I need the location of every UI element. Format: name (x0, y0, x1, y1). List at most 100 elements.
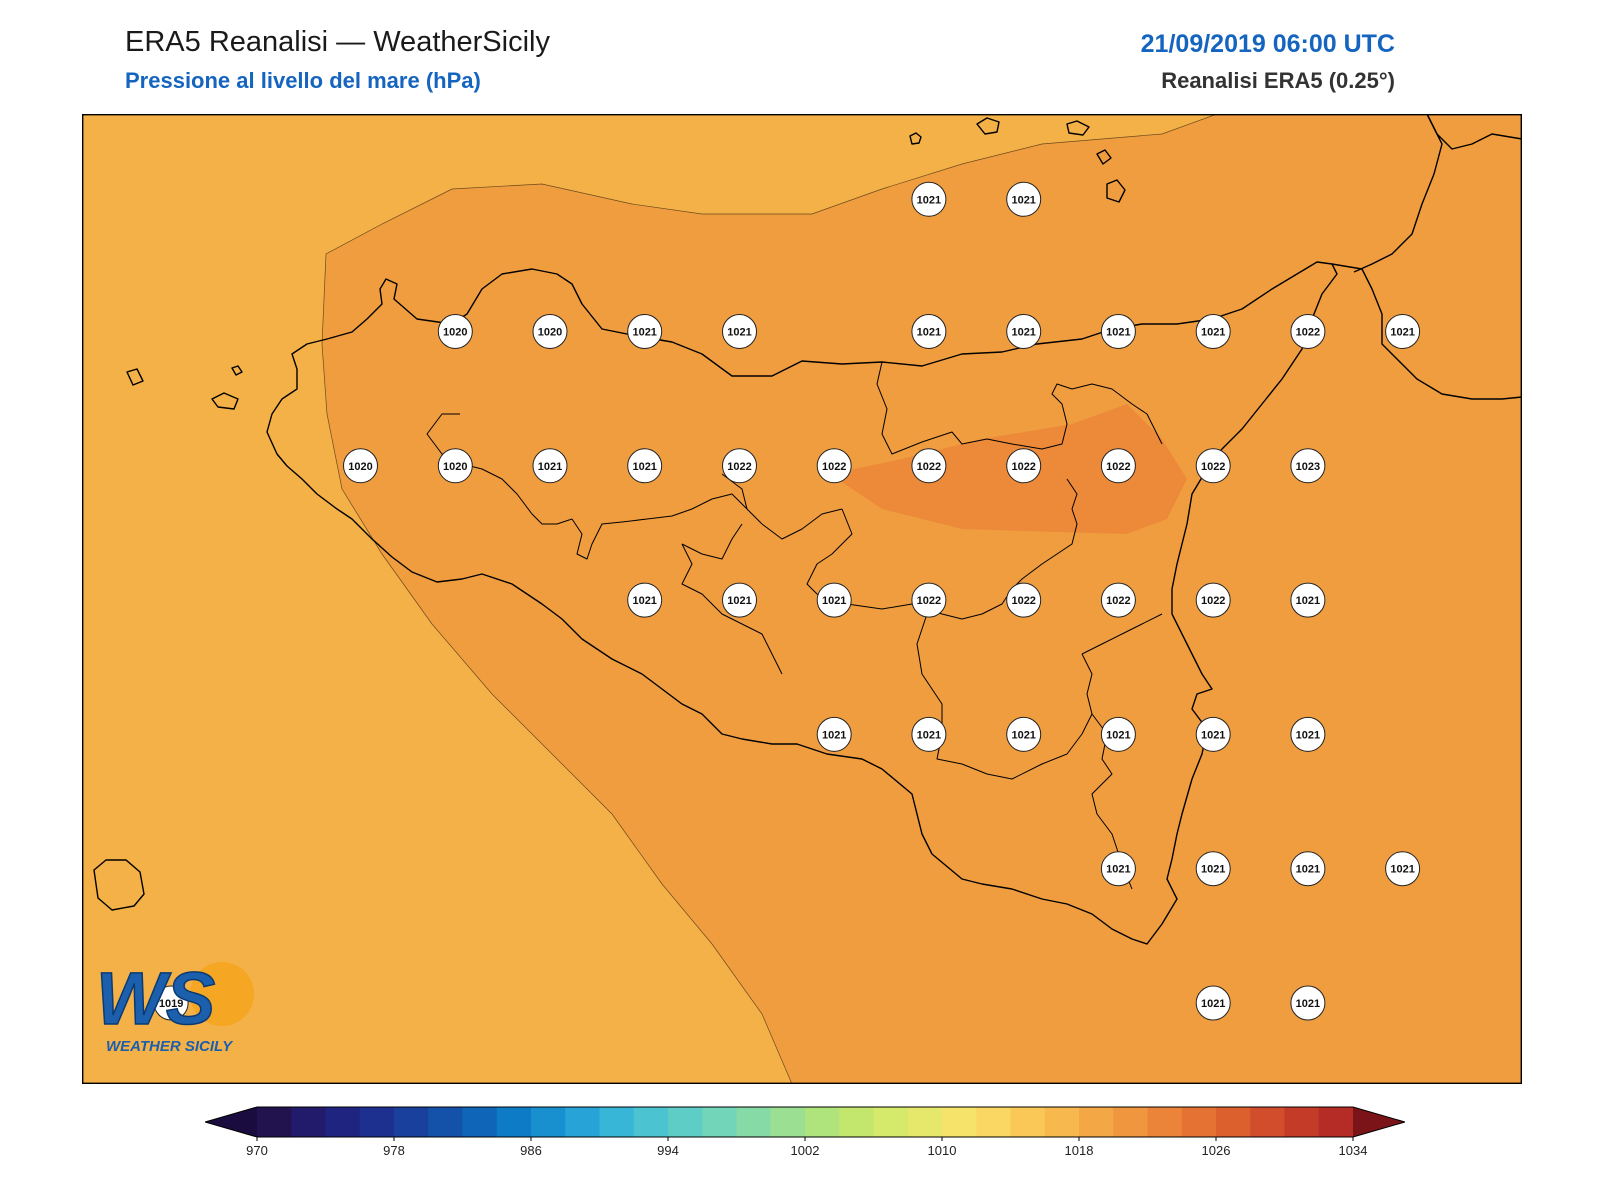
pressure-label-circle (1385, 314, 1421, 349)
colorbar-bin (325, 1107, 361, 1137)
pressure-label-circle (1100, 582, 1136, 618)
pressure-label-value: 1020 (443, 327, 467, 339)
colorbar-bin (428, 1107, 463, 1137)
pressure-label: 1021 (722, 582, 757, 618)
ustica (909, 132, 922, 145)
pressure-label-circle (1290, 985, 1326, 1021)
pressure-label-value: 1022 (1011, 595, 1035, 607)
pressure-label-circle (1290, 851, 1326, 887)
pressure-label: 1020 (437, 448, 473, 484)
pressure-label-circle (1100, 448, 1136, 484)
pressure-label-value: 1021 (822, 595, 846, 607)
colorbar-bin (839, 1107, 874, 1137)
pressure-label-circle (1006, 448, 1042, 484)
pressure-label-circle (1195, 985, 1231, 1021)
pressure-label: 1023 (1290, 448, 1326, 484)
colorbar-over-arrow (1353, 1107, 1405, 1137)
colorbar-bin (496, 1107, 532, 1137)
pressure-label-circle (816, 582, 852, 618)
colorbar-bin (1010, 1107, 1046, 1137)
pressure-label-value: 1022 (917, 595, 941, 607)
pressure-label-circle (722, 582, 757, 618)
boundary-trapani-palermo (426, 413, 573, 525)
pressure-label: 1020 (343, 448, 378, 484)
sicily-coast (266, 261, 1338, 945)
pressure-label-value: 1021 (1011, 729, 1035, 741)
pressure-label-value: 1021 (1201, 998, 1225, 1010)
colorbar-bin (668, 1107, 703, 1137)
pressure-label-circle (1006, 314, 1042, 349)
pressure-label-circle (1100, 314, 1136, 349)
colorbar-bin (1147, 1107, 1183, 1137)
pressure-label-circle (911, 716, 947, 752)
pressure-label-value: 1022 (1106, 595, 1130, 607)
colorbar-under-arrow (205, 1107, 257, 1137)
colorbar-tick-label: 986 (520, 1143, 542, 1158)
pressure-label-value: 1021 (917, 194, 941, 206)
boundary-ragusa-siracusa (916, 613, 1093, 780)
pressure-map: 1021 1021 1020 1020 1021 1021 1021 1021 1021 1021… (82, 114, 1522, 1084)
pressure-label-circle (1195, 448, 1231, 484)
logo: WS WEATHER SICILY (95, 956, 254, 1055)
pressure-label-value: 1022 (1011, 461, 1035, 473)
pressure-labels: 1021 1021 1020 1020 1021 1021 1021 1021 1021 1021… (153, 181, 1421, 1021)
pressure-label-value: 1021 (727, 595, 751, 607)
pressure-label-circle (1385, 851, 1421, 887)
pressure-label: 1022 (1195, 582, 1231, 618)
pressure-label-circle (722, 448, 757, 484)
pressure-label-circle (1006, 582, 1042, 618)
colorbar: 970 978 986 994 1002 1010 1018 1026 1034 (205, 1106, 1405, 1158)
colorbar-bin (805, 1107, 840, 1137)
colorbar-bin (942, 1107, 977, 1137)
colorbar-bin (1284, 1107, 1320, 1137)
pressure-label-value: 1022 (822, 461, 846, 473)
pressure-label-value: 1020 (443, 461, 467, 473)
colorbar-bin (1113, 1107, 1148, 1137)
pressure-label-value: 1021 (632, 327, 656, 339)
colorbar-bin (770, 1107, 806, 1137)
pressure-label-circle (1290, 716, 1326, 752)
pressure-label: 1021 (1195, 716, 1231, 752)
colorbar-bin (291, 1107, 326, 1137)
logo-caption: WEATHER SICILY (106, 1038, 234, 1055)
boundary-agrigento-caltanissetta (681, 523, 743, 560)
pressure-label: 1021 (1290, 716, 1326, 752)
pressure-label-circle (1100, 716, 1136, 752)
colorbar-bin (394, 1107, 429, 1137)
boundary-palermo-agrigento (571, 493, 843, 560)
pressure-label-circle (437, 448, 473, 484)
pressure-label: 1021 (627, 314, 663, 349)
colorbar-bin (1216, 1107, 1251, 1137)
pressure-label-value: 1022 (1296, 327, 1320, 339)
pressure-label: 1021 (911, 716, 947, 752)
colorbar-bins (205, 1106, 1405, 1138)
pressure-label-value: 1022 (1106, 461, 1130, 473)
pressure-label: 1022 (816, 448, 852, 484)
pressure-label-value: 1021 (1201, 864, 1225, 876)
pressure-label: 1021 (627, 582, 663, 618)
pressure-label-circle (911, 582, 947, 618)
pressure-label-value: 1021 (1011, 194, 1035, 206)
colorbar-bin (531, 1107, 566, 1137)
valid-datetime: 21/09/2019 06:00 UTC (1140, 30, 1395, 58)
colorbar-tick-label: 1002 (791, 1143, 820, 1158)
pressure-label: 1021 (1290, 851, 1326, 887)
pressure-label: 1022 (1006, 582, 1042, 618)
colorbar-bin (1250, 1107, 1285, 1137)
colorbar-tick-label: 1034 (1339, 1143, 1368, 1158)
pressure-label: 1020 (532, 314, 568, 349)
pressure-label: 1021 (911, 181, 947, 217)
colorbar-bin (1318, 1107, 1354, 1137)
pressure-label-circle (1290, 448, 1326, 484)
pressure-label-circle (532, 314, 568, 349)
pressure-label-circle (153, 985, 189, 1021)
pressure-label: 1022 (1290, 314, 1326, 349)
pressure-label: 1022 (911, 582, 947, 618)
pressure-label-circle (627, 448, 663, 484)
pantelleria (93, 859, 145, 911)
colorbar-bin (736, 1107, 772, 1137)
colorbar-tick-label: 994 (657, 1143, 679, 1158)
pressure-label: 1021 (1006, 716, 1042, 752)
boundary-catania-siracusa (1081, 613, 1163, 655)
pressure-label: 1021 (1195, 314, 1231, 349)
